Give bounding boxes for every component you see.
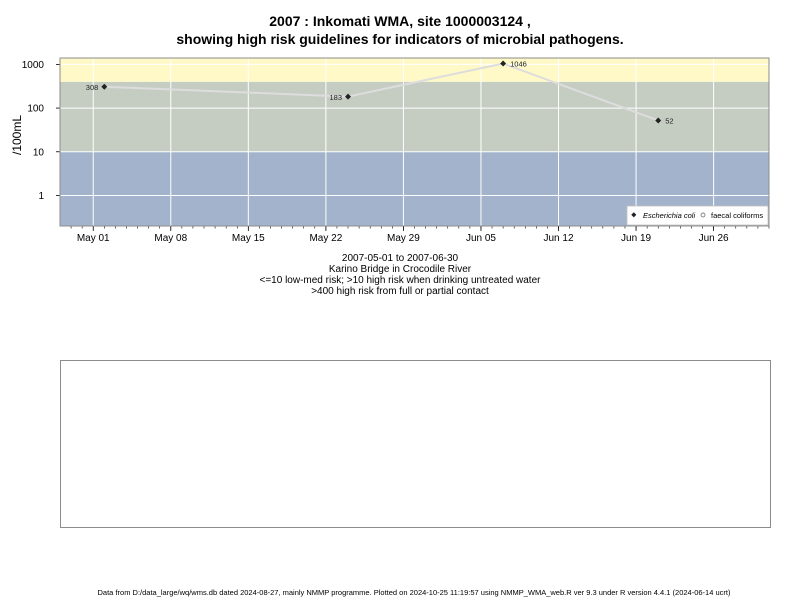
y-tick-label: 1000 <box>22 60 45 71</box>
risk-guideline-drinking: <=10 low-med risk; >10 high risk when dr… <box>259 275 541 286</box>
legend-box <box>626 205 769 226</box>
legend: Escherichia coli faecal coliforms <box>626 205 769 226</box>
y-tick-label: 100 <box>27 104 44 115</box>
data-label-ecoli: 1046 <box>510 60 527 69</box>
series-line-ecoli <box>104 62 659 122</box>
chart-title-line2: showing high risk guidelines for indicat… <box>176 31 624 47</box>
data-point-ecoli <box>101 83 108 90</box>
data-label-ecoli: 52 <box>665 116 673 125</box>
x-tick-label: May 29 <box>387 233 420 244</box>
chart-panel: 1 10 100 1000 May 01 May 08 May 15 May 22 May 2… <box>22 57 770 244</box>
y-tick-label: 10 <box>33 147 45 158</box>
legend-marker-faecal <box>700 212 706 218</box>
band-high-risk-contact <box>60 58 769 82</box>
empty-second-panel <box>60 360 771 528</box>
x-tick-label: Jun 12 <box>544 233 574 244</box>
band-high-risk-drinking <box>60 81 769 152</box>
x-tick-label: Jun 05 <box>466 233 496 244</box>
legend-label-faecal: faecal coliforms <box>711 211 763 220</box>
x-tick-label: May 15 <box>232 233 265 244</box>
date-range-text: 2007-05-01 to 2007-06-30 <box>341 253 459 264</box>
x-tick-label: Jun 26 <box>699 233 729 244</box>
footer-note: Data from D:/data_large/wq/wms.db dated … <box>97 588 731 597</box>
plot-frame <box>59 57 770 227</box>
legend-label-ecoli: Escherichia coli <box>643 211 695 220</box>
site-location-text: Karino Bridge in Crocodile River <box>328 264 472 275</box>
data-point-ecoli <box>345 93 352 100</box>
x-tick-label: May 22 <box>309 233 342 244</box>
x-tick-label: Jun 19 <box>621 233 651 244</box>
data-label-ecoli: 308 <box>86 83 99 92</box>
y-tick-label: 1 <box>38 191 44 202</box>
x-tick-label: May 01 <box>77 233 110 244</box>
risk-guideline-contact: >400 high risk from full or partial cont… <box>311 286 489 297</box>
chart-title-line1: 2007 : Inkomati WMA, site 1000003124 , <box>269 13 531 29</box>
x-tick-label: May 08 <box>154 233 187 244</box>
data-label-ecoli: 183 <box>330 93 343 102</box>
